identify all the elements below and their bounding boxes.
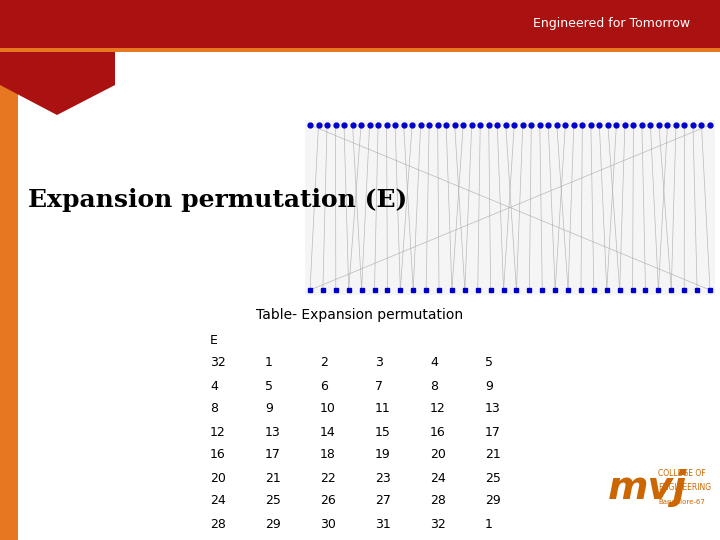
Text: 14: 14 — [320, 426, 336, 438]
Text: E: E — [210, 334, 218, 347]
Text: COLLEGE OF: COLLEGE OF — [658, 469, 706, 478]
Text: Bangalore-67: Bangalore-67 — [658, 499, 705, 505]
Text: 16: 16 — [430, 426, 446, 438]
Text: 26: 26 — [320, 495, 336, 508]
Text: Engineered for Tomorrow: Engineered for Tomorrow — [533, 17, 690, 30]
Text: 13: 13 — [265, 426, 281, 438]
Text: 16: 16 — [210, 449, 226, 462]
Text: 15: 15 — [375, 426, 391, 438]
Text: 29: 29 — [265, 517, 281, 530]
Text: 20: 20 — [430, 449, 446, 462]
Text: 25: 25 — [485, 471, 501, 484]
Text: 28: 28 — [430, 495, 446, 508]
Text: 1: 1 — [265, 356, 273, 369]
Text: 29: 29 — [485, 495, 500, 508]
Text: 22: 22 — [320, 471, 336, 484]
Text: 10: 10 — [320, 402, 336, 415]
Bar — [0, 0, 720, 48]
Text: 11: 11 — [375, 402, 391, 415]
Text: 8: 8 — [430, 380, 438, 393]
Text: 19: 19 — [375, 449, 391, 462]
Text: 13: 13 — [485, 402, 500, 415]
Text: 20: 20 — [210, 471, 226, 484]
Text: 28: 28 — [210, 517, 226, 530]
Text: 8: 8 — [210, 402, 218, 415]
Text: 23: 23 — [375, 471, 391, 484]
Polygon shape — [0, 48, 115, 115]
Text: 17: 17 — [265, 449, 281, 462]
Text: 30: 30 — [320, 517, 336, 530]
Text: 12: 12 — [430, 402, 446, 415]
Text: Expansion permutation (E): Expansion permutation (E) — [28, 188, 408, 212]
Text: 6: 6 — [320, 380, 328, 393]
Text: 21: 21 — [485, 449, 500, 462]
Text: 24: 24 — [210, 495, 226, 508]
Text: 2: 2 — [320, 356, 328, 369]
Bar — [0, 48, 720, 52]
Bar — [305, 120, 715, 295]
Text: 3: 3 — [375, 356, 383, 369]
Text: 24: 24 — [430, 471, 446, 484]
Text: 1: 1 — [485, 517, 493, 530]
Text: 9: 9 — [265, 402, 273, 415]
Text: 4: 4 — [210, 380, 218, 393]
Text: 17: 17 — [485, 426, 501, 438]
Text: 5: 5 — [485, 356, 493, 369]
Text: 18: 18 — [320, 449, 336, 462]
Text: 32: 32 — [430, 517, 446, 530]
Text: 9: 9 — [485, 380, 493, 393]
Text: Table- Expansion permutation: Table- Expansion permutation — [256, 308, 464, 322]
Text: 25: 25 — [265, 495, 281, 508]
Text: mvj: mvj — [608, 469, 688, 507]
Text: 21: 21 — [265, 471, 281, 484]
Text: 31: 31 — [375, 517, 391, 530]
Text: 5: 5 — [265, 380, 273, 393]
Text: 32: 32 — [210, 356, 226, 369]
Text: 27: 27 — [375, 495, 391, 508]
Bar — [0, 0, 18, 540]
Text: 7: 7 — [375, 380, 383, 393]
Text: 12: 12 — [210, 426, 226, 438]
Text: 4: 4 — [430, 356, 438, 369]
Text: ENGINEERING: ENGINEERING — [658, 483, 711, 492]
